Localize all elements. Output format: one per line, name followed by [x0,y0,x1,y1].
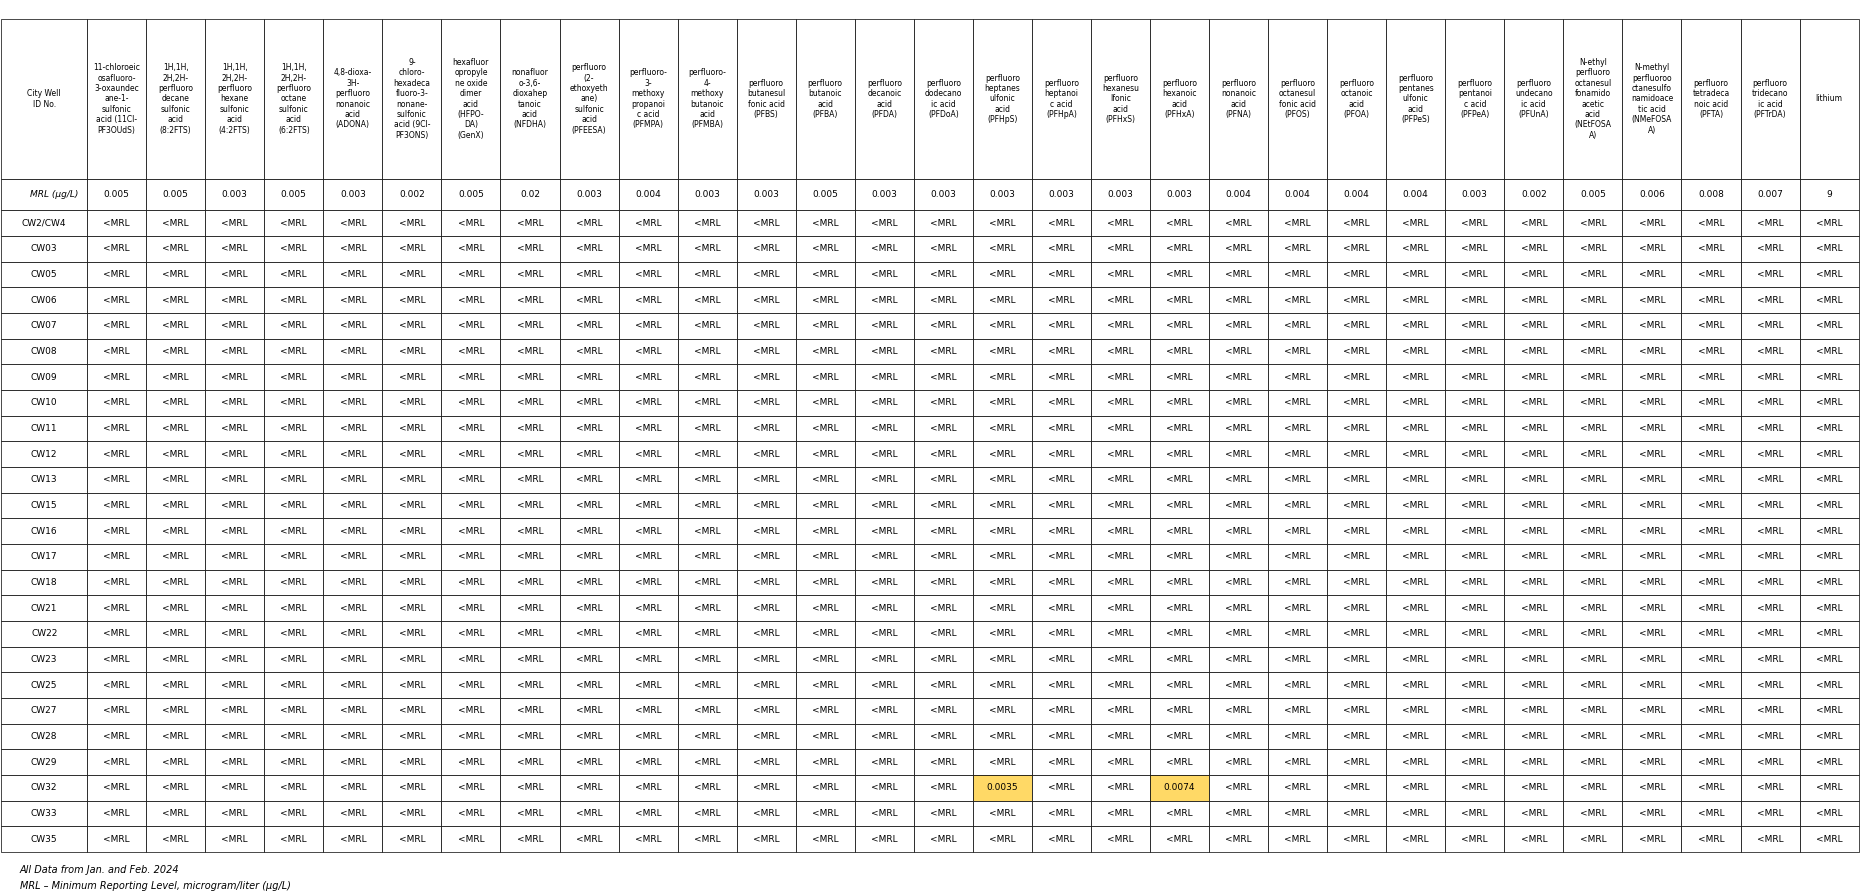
Text: MRL – Minimum Reporting Level, microgram/liter (μg/L): MRL – Minimum Reporting Level, microgram… [20,881,290,891]
Text: All Data from Jan. and Feb. 2024: All Data from Jan. and Feb. 2024 [20,865,180,875]
